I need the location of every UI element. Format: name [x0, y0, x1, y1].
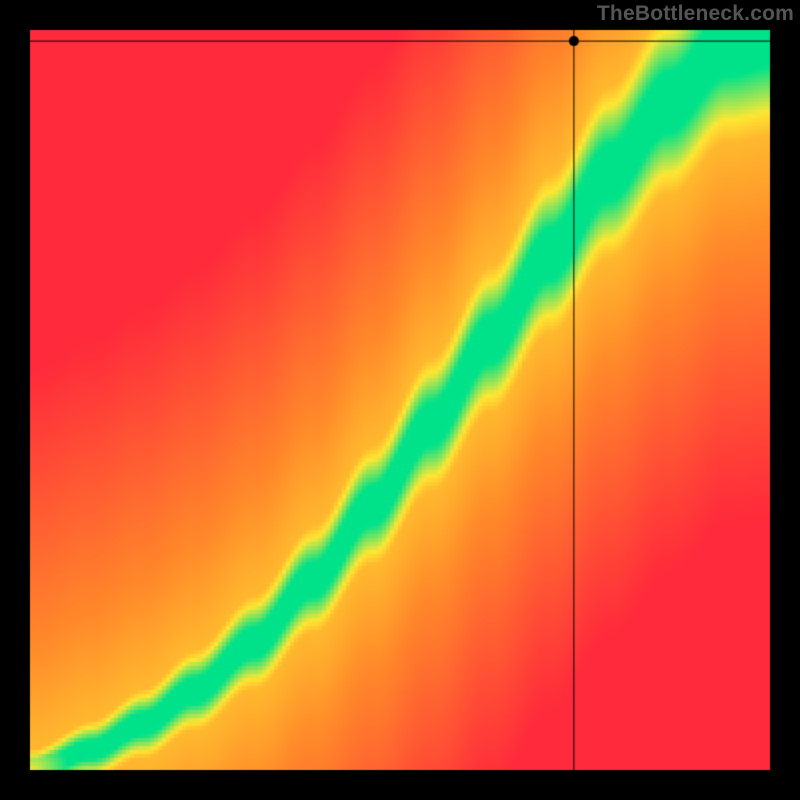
chart-container: TheBottleneck.com	[0, 0, 800, 800]
bottleneck-heatmap	[0, 0, 800, 800]
watermark-label: TheBottleneck.com	[597, 2, 794, 26]
